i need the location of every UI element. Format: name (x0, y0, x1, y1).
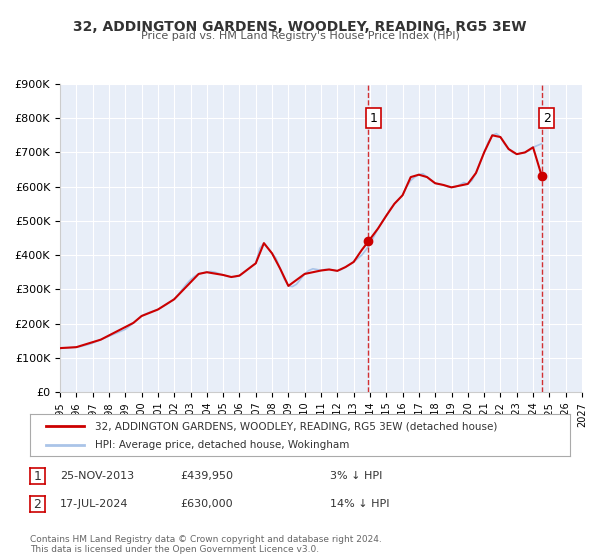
Text: 17-JUL-2024: 17-JUL-2024 (60, 499, 128, 509)
Text: 32, ADDINGTON GARDENS, WOODLEY, READING, RG5 3EW: 32, ADDINGTON GARDENS, WOODLEY, READING,… (73, 20, 527, 34)
Text: Price paid vs. HM Land Registry's House Price Index (HPI): Price paid vs. HM Land Registry's House … (140, 31, 460, 41)
Text: 1: 1 (369, 112, 377, 125)
Text: 14% ↓ HPI: 14% ↓ HPI (330, 499, 389, 509)
Text: 3% ↓ HPI: 3% ↓ HPI (330, 471, 382, 481)
Text: 25-NOV-2013: 25-NOV-2013 (60, 471, 134, 481)
Text: Contains HM Land Registry data © Crown copyright and database right 2024.
This d: Contains HM Land Registry data © Crown c… (30, 535, 382, 554)
Text: 2: 2 (543, 112, 551, 125)
Text: 1: 1 (34, 469, 41, 483)
Text: 32, ADDINGTON GARDENS, WOODLEY, READING, RG5 3EW (detached house): 32, ADDINGTON GARDENS, WOODLEY, READING,… (95, 421, 497, 431)
Text: £439,950: £439,950 (180, 471, 233, 481)
Text: £630,000: £630,000 (180, 499, 233, 509)
Text: HPI: Average price, detached house, Wokingham: HPI: Average price, detached house, Woki… (95, 440, 349, 450)
Text: 2: 2 (34, 497, 41, 511)
